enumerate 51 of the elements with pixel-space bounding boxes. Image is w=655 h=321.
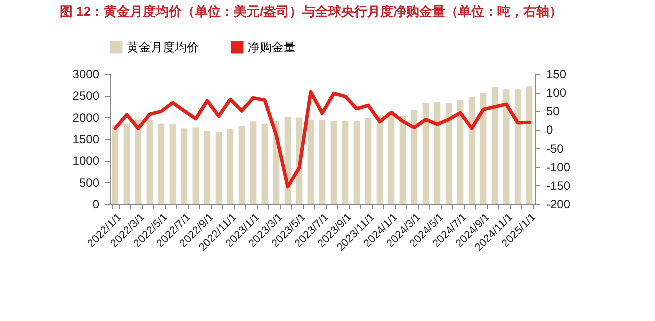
bar bbox=[112, 125, 119, 204]
y2-tick-label: 0 bbox=[546, 123, 554, 138]
bar bbox=[124, 124, 130, 204]
legend-label: 净购金量 bbox=[248, 40, 296, 55]
y2-tick-label: -50 bbox=[546, 142, 564, 156]
bar bbox=[492, 87, 498, 204]
bar bbox=[422, 103, 430, 204]
bar bbox=[170, 124, 176, 204]
y-tick-label: 500 bbox=[79, 176, 100, 190]
y-tick-label: 2500 bbox=[72, 89, 100, 104]
line-series bbox=[114, 90, 532, 189]
y2-tick-label: -100 bbox=[546, 160, 571, 174]
bar bbox=[514, 90, 522, 204]
y-tick-label: 2000 bbox=[72, 110, 100, 125]
bar bbox=[262, 124, 268, 204]
bar bbox=[400, 116, 406, 204]
bar bbox=[330, 121, 338, 204]
y2-tick-label: 100 bbox=[546, 86, 567, 100]
y-tick-label: 1000 bbox=[72, 154, 100, 168]
bar bbox=[181, 128, 188, 204]
bar bbox=[480, 93, 487, 204]
bar bbox=[342, 121, 349, 204]
bar bbox=[434, 102, 441, 204]
bar bbox=[354, 121, 360, 204]
bar bbox=[238, 126, 246, 204]
bar bbox=[457, 100, 464, 204]
bar bbox=[204, 131, 211, 204]
y2-tick-label: -150 bbox=[546, 178, 571, 193]
bar bbox=[319, 120, 326, 204]
y2-tick-label: -200 bbox=[546, 198, 571, 212]
y2-tick-label: 50 bbox=[546, 104, 560, 119]
bar bbox=[446, 103, 452, 204]
bar bbox=[411, 110, 418, 204]
bar bbox=[388, 116, 395, 204]
bar bbox=[192, 128, 200, 204]
bar bbox=[250, 122, 257, 204]
bar bbox=[526, 86, 533, 204]
y-tick-label: 0 bbox=[92, 198, 100, 212]
bar bbox=[146, 120, 154, 204]
bar bbox=[308, 120, 314, 204]
chart-title: 图 12：黄金月度均价（单位：美元/盎司）与全球央行月度净购金量（单位：吨，右轴） bbox=[60, 4, 563, 19]
bar bbox=[376, 116, 384, 204]
bar bbox=[227, 129, 234, 204]
bar bbox=[365, 118, 372, 204]
y-tick-label: 3000 bbox=[72, 68, 100, 82]
bar bbox=[216, 132, 222, 204]
legend-label: 黄金月度均价 bbox=[127, 40, 199, 55]
y2-tick-label: 150 bbox=[546, 68, 567, 82]
bar bbox=[158, 124, 165, 204]
bar bbox=[503, 90, 510, 204]
y-tick-label: 1500 bbox=[72, 132, 100, 146]
